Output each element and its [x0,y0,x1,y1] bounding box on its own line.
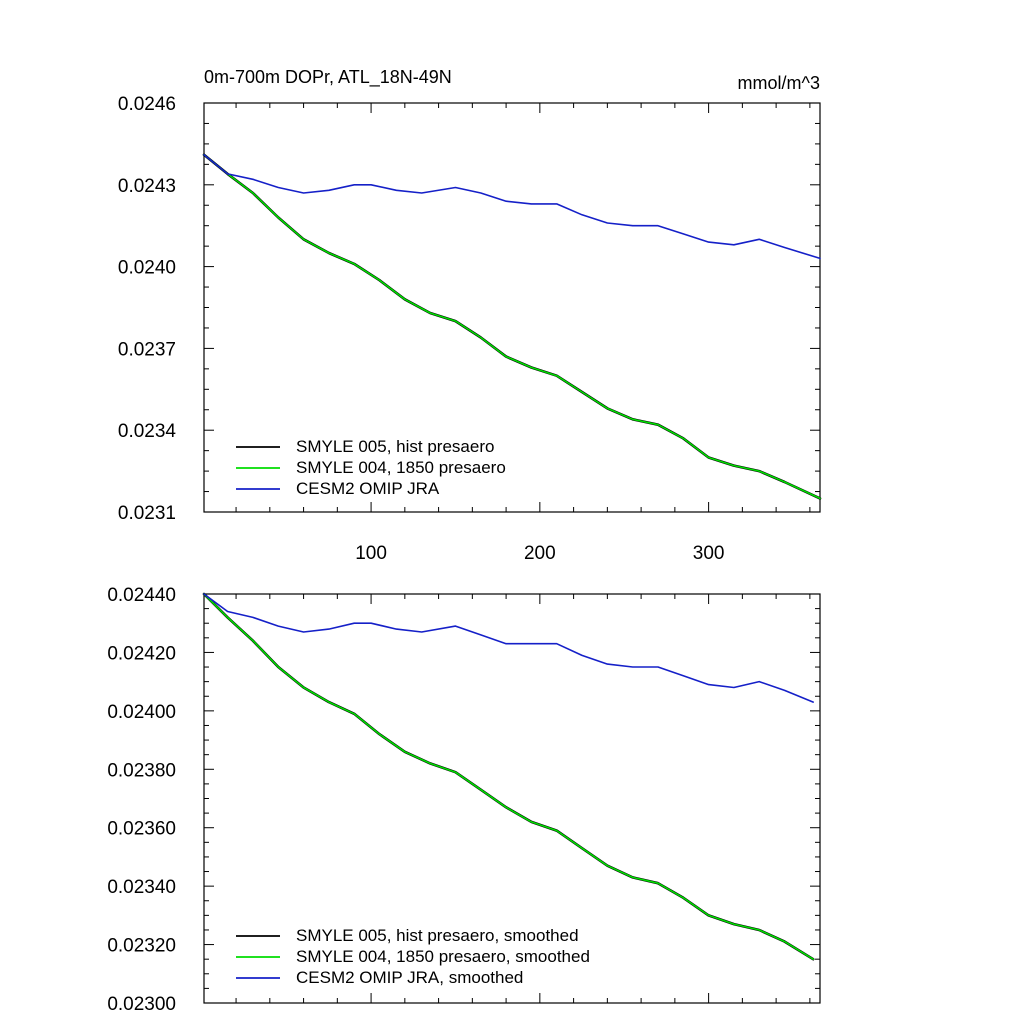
panel1-legend-label: SMYLE 004, 1850 presaero [296,458,506,477]
panel2-series-line-1 [202,592,815,961]
panel2-plot: 0.02300 0.02320 0.02340 0.02360 0.02380 0.024… [107,585,821,1015]
panel2-ytick-label: 0.02340 [107,877,176,898]
panel1-ytick-label: 0.0237 [118,339,176,360]
panel1-xtick-label: 100 [355,543,387,564]
panel2-legend-label: CESM2 OMIP JRA, smoothed [296,968,523,987]
panel2-ytick-label: 0.02420 [107,643,176,664]
panel1-ytick-label: 0.0231 [118,503,176,524]
panel1-plot: 100 200 300 0.0231 0.0234 0.0237 0.0240 0.0243 0… [118,67,822,564]
panel1-legend-label: SMYLE 005, hist presaero [296,437,494,456]
panel1-series-line-2 [203,154,821,500]
panel1-legend-label: CESM2 OMIP JRA [296,479,440,498]
panel2-legend-label: SMYLE 005, hist presaero, smoothed [296,926,579,945]
panel1-ytick-label: 0.0246 [118,94,176,115]
panel2-ytick-label: 0.02380 [107,760,176,781]
panel1-xtick-label: 300 [693,543,725,564]
panel1-ytick-label: 0.0243 [118,176,176,197]
panel2-ytick-label: 0.02300 [107,994,176,1015]
panel2-ytick-label: 0.02320 [107,936,176,957]
panel1-ytick-label: 0.0234 [118,421,177,442]
panel1-ytick-label: 0.0240 [118,258,176,279]
panel1-title: 0m-700m DOPr, ATL_18N-49N [204,67,452,88]
panel2-ytick-label: 0.02400 [107,702,176,723]
panel2-series-line-2 [203,593,814,960]
panel2-series-line-3 [203,593,814,703]
panel1-series-line-3 [203,154,821,260]
panel2-ytick-label: 0.02440 [107,585,176,606]
panel1-units: mmol/m^3 [738,73,820,93]
panel2-legend-label: SMYLE 004, 1850 presaero, smoothed [296,947,590,966]
panel1-xtick-label: 200 [524,543,556,564]
panel2-ytick-label: 0.02360 [107,819,176,840]
